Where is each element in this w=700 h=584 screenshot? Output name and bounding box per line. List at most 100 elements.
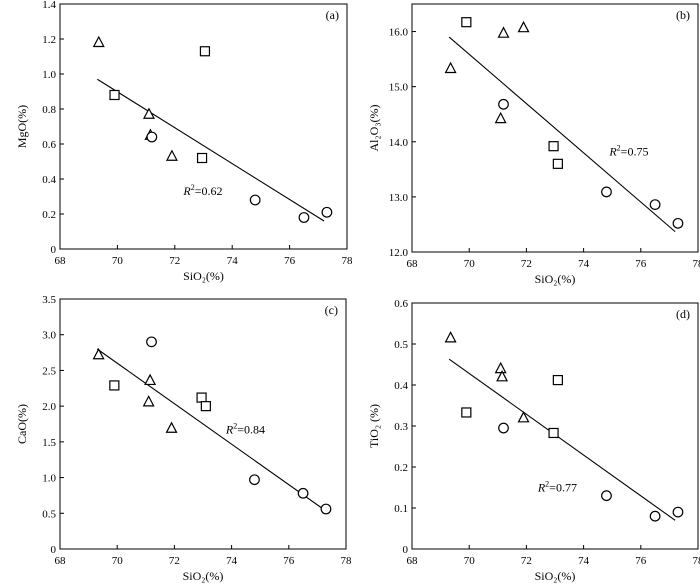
circle-point	[146, 336, 157, 348]
panel-tag: (d)	[676, 307, 690, 321]
y-tick-label: 13.0	[389, 192, 409, 204]
square-point	[461, 17, 472, 28]
circle-point	[649, 510, 661, 522]
x-tick-label: 72	[521, 555, 532, 567]
x-tick-label: 68	[407, 555, 419, 567]
triangle-point	[92, 35, 105, 48]
square-point	[552, 158, 563, 169]
trend-line	[96, 348, 324, 510]
x-tick-label: 76	[635, 555, 647, 567]
x-axis-label: SiO₂(%)	[183, 569, 224, 583]
y-tick-label: 2.0	[42, 401, 56, 413]
circle-point	[320, 503, 332, 515]
panel-tag: (a)	[326, 8, 339, 22]
r-squared-label: R2=0.62	[182, 183, 222, 198]
circle-point	[649, 199, 661, 211]
panel-tag: (c)	[325, 303, 338, 317]
y-tick-label: 0.6	[42, 139, 56, 151]
x-axis-label: SiO₂(%)	[535, 272, 576, 286]
y-tick-label: 0.5	[394, 339, 408, 351]
circle-point	[249, 194, 261, 206]
x-tick-label: 74	[578, 555, 590, 567]
chart-panel-4: 68 70 72 74 76 78 0 0.1 0.2 0.3 0.4 0.5 0.6 SiO₂(%) Ti…	[367, 298, 700, 583]
x-tick-label: 74	[227, 255, 239, 267]
y-tick-label: 0.5	[42, 508, 56, 520]
y-tick-label: 1.5	[42, 437, 56, 449]
square-point	[461, 407, 472, 418]
x-tick-label: 72	[521, 258, 532, 270]
x-tick-label: 78	[342, 255, 354, 267]
r-squared-label: R2=0.84	[225, 421, 265, 436]
panel-tag: (b)	[676, 8, 690, 22]
triangle-point	[444, 331, 457, 343]
x-tick-label: 68	[55, 255, 67, 267]
circle-point	[298, 212, 310, 223]
y-tick-label: 2.5	[42, 365, 56, 377]
triangle-point	[494, 361, 507, 374]
y-tick-label: 1.4	[42, 0, 56, 11]
triangle-point	[496, 370, 509, 382]
y-tick-label: 14.0	[389, 137, 409, 149]
x-tick-label: 70	[112, 255, 124, 267]
y-tick-label: 12.0	[389, 247, 409, 259]
square-point	[109, 380, 120, 391]
x-tick-label: 70	[112, 555, 124, 567]
triangle-point	[142, 395, 155, 407]
y-tick-label: 0.3	[394, 421, 408, 433]
triangle-point	[165, 149, 178, 161]
triangle-point	[144, 373, 157, 386]
y-tick-label: 0.8	[42, 104, 56, 116]
triangle-point	[497, 26, 510, 38]
y-tick-label: 1.0	[42, 69, 56, 81]
square-point	[552, 374, 563, 386]
y-tick-label: 1.0	[42, 473, 56, 485]
x-tick-label: 76	[284, 255, 296, 267]
x-tick-label: 72	[169, 255, 180, 267]
x-tick-label: 70	[464, 555, 476, 567]
square-point	[548, 141, 559, 152]
circle-point	[498, 98, 509, 110]
y-tick-label: 0	[51, 244, 57, 256]
trend-line	[97, 78, 325, 222]
triangle-point	[444, 61, 457, 74]
trend-line	[448, 36, 676, 233]
plot-frame	[411, 3, 699, 253]
triangle-point	[517, 411, 530, 423]
square-point	[196, 392, 207, 403]
y-tick-label: 0.4	[42, 174, 56, 186]
y-tick-label: 0.2	[394, 462, 408, 474]
x-tick-label: 72	[169, 555, 180, 567]
triangle-point	[165, 421, 178, 433]
plot-frame	[59, 298, 347, 550]
chart-panel-3: 68 70 72 74 76 78 0 0.5 1.0 1.5 2.0 2.5 3.0 3.5 SiO₂(%…	[15, 294, 352, 583]
x-tick-label: 78	[693, 555, 700, 567]
circle-point	[498, 422, 509, 434]
y-tick-label: 0.4	[394, 380, 408, 392]
x-tick-label: 78	[693, 258, 700, 270]
y-tick-label: 3.5	[42, 294, 56, 306]
x-tick-label: 74	[578, 258, 590, 270]
plot-frame	[59, 3, 348, 250]
circle-point	[672, 506, 684, 518]
circle-point	[249, 474, 260, 486]
square-point	[199, 46, 211, 57]
y-tick-label: 0	[51, 544, 57, 556]
y-axis-label: TiO₂ (%)	[367, 404, 381, 448]
y-axis-label: CaO(%)	[15, 404, 29, 444]
circle-point	[672, 217, 684, 229]
triangle-point	[92, 347, 105, 360]
square-point	[196, 152, 208, 164]
y-tick-label: 0.6	[394, 298, 408, 310]
y-tick-label: 0.1	[394, 503, 408, 515]
y-tick-label: 15.0	[389, 82, 409, 94]
x-axis-label: SiO₂(%)	[535, 569, 576, 583]
triangle-point	[494, 111, 507, 124]
x-axis-label: SiO₂(%)	[183, 269, 224, 283]
square-point	[548, 427, 559, 439]
y-tick-label: 16.0	[389, 27, 409, 39]
x-tick-label: 76	[283, 555, 295, 567]
y-axis-label: MgO(%)	[15, 105, 29, 148]
x-tick-label: 74	[226, 555, 238, 567]
triangle-point	[517, 20, 530, 33]
